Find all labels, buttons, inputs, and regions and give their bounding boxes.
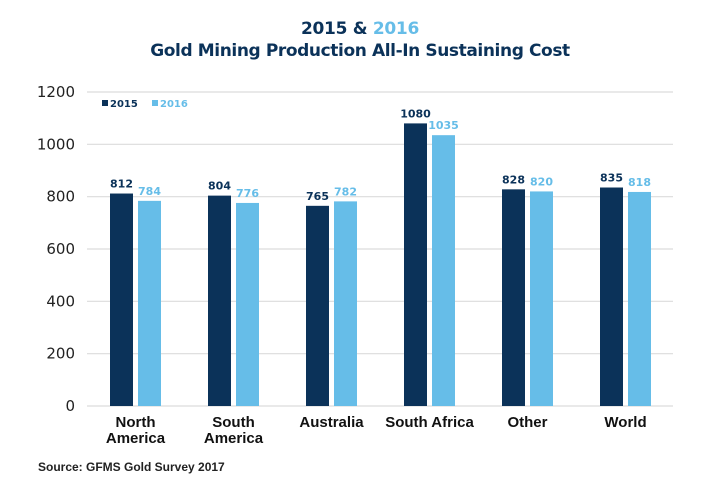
bar-2015 xyxy=(306,205,329,406)
bar-2016 xyxy=(138,200,161,406)
category-label: World xyxy=(604,414,646,431)
value-label-2015: 1080 xyxy=(400,107,431,120)
y-tick-label: 600 xyxy=(46,240,75,258)
chart-title-years: 2015 & 2016 xyxy=(0,18,720,40)
bar-2015 xyxy=(110,193,133,406)
category-label: South Africa xyxy=(385,414,474,431)
y-tick-label: 200 xyxy=(46,345,75,363)
category-label: Other xyxy=(507,414,547,431)
bar-2015 xyxy=(404,123,427,407)
value-label-2016: 1035 xyxy=(428,119,459,132)
category-label: America xyxy=(204,430,264,447)
y-tick-label: 800 xyxy=(46,188,75,206)
bar-2015 xyxy=(502,189,525,406)
category-label: South xyxy=(212,414,255,431)
title-year-2016: 2016 xyxy=(372,19,419,39)
bar-2016 xyxy=(530,191,553,406)
bar-2015 xyxy=(600,187,623,406)
y-tick-label: 0 xyxy=(65,397,75,415)
source-note: Source: GFMS Gold Survey 2017 xyxy=(38,460,225,474)
value-label-2016: 776 xyxy=(236,187,259,200)
y-tick-label: 400 xyxy=(46,292,75,310)
value-label-2016: 820 xyxy=(530,175,553,188)
value-label-2016: 818 xyxy=(628,176,651,189)
value-label-2015: 835 xyxy=(600,172,623,185)
value-label-2015: 812 xyxy=(110,178,133,191)
gridlines xyxy=(87,91,673,407)
legend-swatch-2015 xyxy=(102,100,108,106)
bar-2016 xyxy=(628,191,651,406)
chart-title: 2015 & 2016 Gold Mining Production All-I… xyxy=(0,18,720,62)
bar-2015 xyxy=(208,195,231,406)
title-year-2015: 2015 xyxy=(300,19,348,39)
bars xyxy=(110,123,651,407)
legend-swatch-2016 xyxy=(152,100,158,106)
bar-2016 xyxy=(236,202,259,406)
y-axis-tick-labels: 0 200 400 600 800 1000 1200 xyxy=(37,83,75,415)
value-label-2016: 784 xyxy=(138,185,161,198)
legend-label-2016: 2016 xyxy=(160,99,188,110)
value-label-2015: 765 xyxy=(306,190,329,203)
chart-title-main: Gold Mining Production All-In Sustaining… xyxy=(150,41,570,61)
value-label-2015: 828 xyxy=(502,173,525,186)
category-label: Australia xyxy=(299,414,364,431)
legend-label-2015: 2015 xyxy=(110,99,138,110)
legend: 2015 2016 xyxy=(102,99,188,110)
y-tick-label: 1200 xyxy=(37,83,75,101)
bar-2016 xyxy=(432,135,455,407)
value-label-2015: 804 xyxy=(208,180,231,193)
value-label-2016: 782 xyxy=(334,185,357,198)
title-ampersand: & xyxy=(347,19,373,39)
category-label: North xyxy=(116,414,156,431)
y-tick-label: 1000 xyxy=(37,135,75,153)
bar-2016 xyxy=(334,201,357,406)
category-label: America xyxy=(106,430,166,447)
